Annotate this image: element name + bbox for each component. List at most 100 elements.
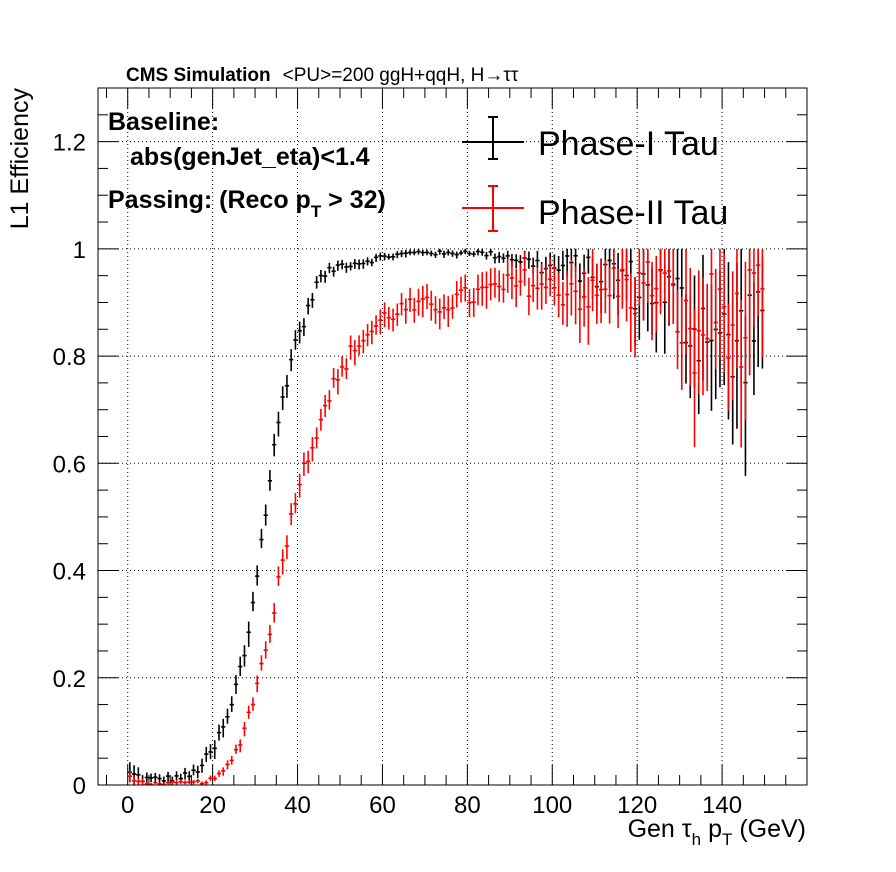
data-point — [412, 249, 417, 256]
data-point — [301, 318, 307, 336]
legend-marker-phase1 — [462, 116, 524, 160]
data-point — [433, 296, 438, 325]
data-point — [620, 248, 625, 309]
data-point — [229, 755, 234, 765]
data-point — [484, 251, 489, 260]
data-point — [216, 724, 222, 741]
data-point — [760, 248, 765, 357]
data-point — [344, 358, 349, 379]
data-point — [743, 261, 748, 421]
data-point — [548, 257, 553, 297]
chart-title: CMS Simulation <PU>=200 ggH+qqH, H→ττ — [126, 65, 519, 86]
data-point — [454, 251, 459, 259]
data-point — [267, 470, 273, 491]
data-point — [700, 277, 706, 396]
data-point — [709, 248, 714, 341]
data-point — [301, 452, 307, 476]
data-point — [522, 251, 527, 287]
data-point — [148, 773, 154, 783]
data-point — [204, 746, 209, 762]
data-point — [323, 394, 328, 417]
data-point — [603, 259, 608, 314]
data-point — [675, 289, 680, 370]
legend-label-phase2: Phase-II Tau — [538, 194, 728, 232]
data-point — [692, 309, 697, 448]
data-point — [191, 764, 196, 776]
data-point — [632, 277, 638, 358]
data-point — [747, 248, 752, 375]
data-point — [182, 780, 188, 785]
data-point — [356, 259, 362, 270]
data-point — [586, 277, 591, 345]
data-point — [624, 248, 629, 322]
data-layer — [127, 248, 765, 786]
data-point — [437, 298, 442, 330]
data-point — [590, 248, 595, 312]
data-point — [416, 288, 421, 316]
data-point — [276, 411, 281, 437]
data-point — [369, 258, 374, 267]
data-point — [696, 270, 701, 395]
data-point — [560, 250, 566, 281]
data-point — [221, 767, 226, 776]
data-point — [233, 675, 239, 694]
data-point — [339, 356, 345, 377]
data-point — [352, 339, 357, 366]
data-point — [586, 248, 591, 274]
data-point — [420, 249, 425, 256]
data-point — [327, 390, 332, 410]
data-point — [403, 249, 408, 258]
data-point — [399, 292, 404, 316]
data-point — [225, 708, 230, 724]
data-point — [195, 778, 200, 784]
data-point — [407, 287, 413, 312]
data-point — [679, 296, 684, 390]
x-tick-label: 60 — [369, 792, 396, 819]
data-point — [713, 268, 718, 370]
data-point — [658, 248, 663, 315]
data-point — [373, 253, 379, 262]
data-point — [514, 254, 519, 269]
data-point — [628, 273, 633, 352]
data-point — [314, 427, 319, 449]
data-point — [339, 259, 345, 270]
data-point — [573, 266, 578, 325]
data-point — [255, 565, 260, 586]
data-point — [382, 302, 387, 328]
data-point — [280, 386, 285, 411]
baseline-label: Baseline: — [108, 108, 219, 136]
data-point — [127, 771, 132, 783]
data-point — [514, 269, 519, 307]
data-point — [480, 248, 485, 256]
data-point — [250, 697, 256, 711]
data-point — [424, 283, 430, 310]
data-point — [399, 250, 404, 258]
data-point — [475, 274, 481, 306]
data-point — [136, 777, 141, 785]
data-point — [293, 493, 298, 514]
data-point — [552, 266, 557, 306]
data-point — [594, 263, 599, 325]
data-point — [284, 375, 290, 398]
data-point — [688, 267, 693, 386]
data-point — [140, 778, 145, 785]
data-point — [348, 335, 353, 360]
data-point — [212, 740, 217, 759]
data-point — [722, 253, 727, 373]
data-point — [560, 281, 566, 325]
data-point — [199, 781, 205, 785]
data-point — [331, 266, 336, 277]
data-point — [263, 504, 268, 526]
data-point — [352, 259, 357, 269]
y-tick-label: 0.4 — [53, 559, 86, 586]
data-point — [535, 268, 540, 310]
data-point — [191, 779, 196, 785]
data-point — [390, 253, 396, 261]
data-point — [310, 437, 315, 462]
data-point — [386, 306, 391, 330]
data-point — [705, 283, 710, 392]
data-point — [717, 248, 723, 359]
data-point — [378, 252, 383, 261]
data-point — [429, 290, 434, 321]
data-point — [208, 744, 213, 760]
